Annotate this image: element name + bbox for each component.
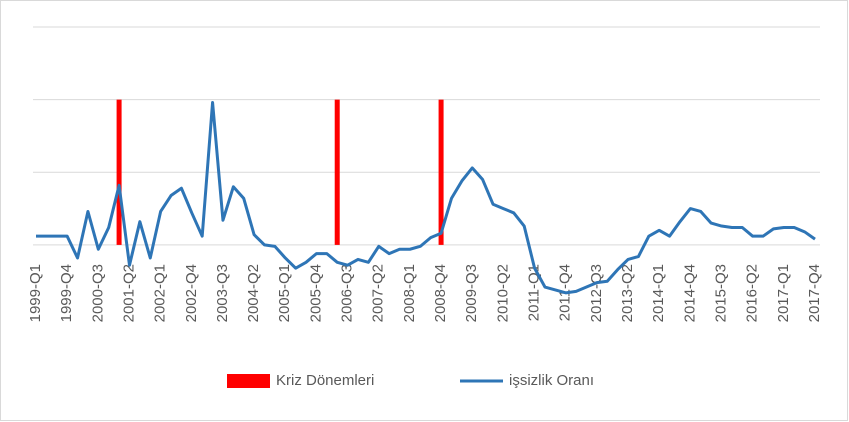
x-tick-label: 2006-Q3	[339, 264, 356, 322]
x-tick-label: 1999-Q4	[58, 264, 75, 322]
x-tick-label: 2014-Q1	[650, 264, 667, 322]
x-tick-label: 2005-Q4	[307, 264, 324, 322]
legend-swatch	[227, 374, 270, 388]
x-tick-label: 2002-Q1	[152, 264, 169, 322]
x-tick-label: 2013-Q2	[619, 264, 636, 322]
x-tick-label: 2007-Q2	[370, 264, 387, 322]
x-tick-label: 2015-Q3	[712, 264, 729, 322]
x-tick-label: 2008-Q1	[401, 264, 418, 322]
bar	[334, 99, 340, 245]
x-tick-label: 2009-Q3	[463, 264, 480, 322]
legend-label: Kriz Dönemleri	[276, 372, 374, 389]
x-tick-label: 2005-Q1	[276, 264, 293, 322]
x-tick-label: 2011-Q1	[526, 264, 543, 321]
x-tick-label: 2003-Q3	[214, 264, 231, 322]
x-tick-label: 2001-Q2	[120, 264, 137, 322]
x-tick-label: 2010-Q2	[494, 264, 511, 322]
line	[36, 101, 816, 295]
x-tick-label: 2017-Q1	[775, 264, 792, 322]
x-tick-label: 1999-Q1	[27, 264, 44, 322]
x-tick-label: 2016-Q2	[744, 264, 761, 322]
bar	[438, 99, 444, 245]
legend-label: işsizlik Oranı	[509, 372, 594, 389]
x-tick-label: 2012-Q3	[588, 264, 605, 322]
x-tick-label: 2000-Q3	[89, 264, 106, 322]
x-tick-label: 2004-Q2	[245, 264, 262, 322]
x-tick-label: 2008-Q4	[432, 264, 449, 322]
x-tick-label: 2014-Q4	[681, 264, 698, 322]
x-tick-label: 2002-Q4	[183, 264, 200, 322]
bar	[116, 99, 122, 245]
x-tick-label: 2017-Q4	[806, 264, 823, 322]
